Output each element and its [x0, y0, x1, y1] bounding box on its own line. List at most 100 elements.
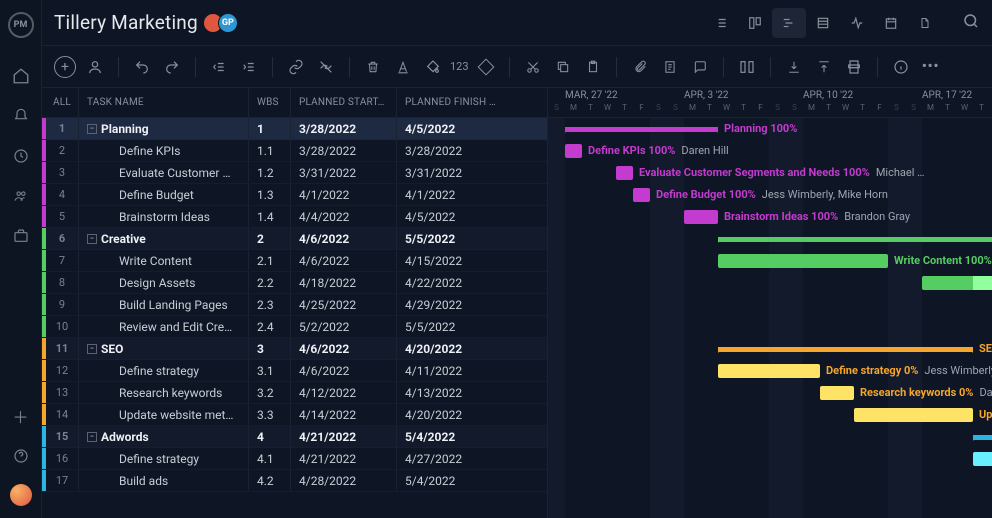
- task-row[interactable]: 9Build Landing Pages2.34/25/20224/29/202…: [42, 294, 547, 316]
- attach-icon[interactable]: [627, 54, 653, 80]
- task-row[interactable]: 4Define Budget1.34/1/20224/1/2022: [42, 184, 547, 206]
- task-row[interactable]: 11−SEO34/6/20224/20/2022: [42, 338, 547, 360]
- board-view-icon[interactable]: [738, 8, 772, 38]
- task-row[interactable]: 16Define strategy4.14/21/20224/27/2022: [42, 448, 547, 470]
- collapse-icon[interactable]: −: [87, 344, 97, 354]
- gantt-view-icon[interactable]: [772, 8, 806, 38]
- paste-icon[interactable]: [580, 54, 606, 80]
- clock-icon[interactable]: [11, 146, 31, 166]
- team-icon[interactable]: [11, 186, 31, 206]
- task-row[interactable]: 10Review and Edit Cre…2.45/2/20225/5/202…: [42, 316, 547, 338]
- task-row[interactable]: 7Write Content2.14/6/20224/15/2022: [42, 250, 547, 272]
- unlink-icon[interactable]: [313, 54, 339, 80]
- left-rail: PM ＋: [0, 0, 42, 518]
- import-icon[interactable]: [781, 54, 807, 80]
- view-switcher: [704, 8, 942, 38]
- cut-icon[interactable]: [520, 54, 546, 80]
- outdent-icon[interactable]: [206, 54, 232, 80]
- collapse-icon[interactable]: −: [87, 124, 97, 134]
- gantt-bar[interactable]: [718, 347, 973, 352]
- gantt-bar[interactable]: [684, 210, 718, 224]
- undo-icon[interactable]: [129, 54, 155, 80]
- col-header-finish[interactable]: PLANNED FINISH …: [396, 88, 547, 117]
- indent-icon[interactable]: [236, 54, 262, 80]
- gantt-bar[interactable]: [922, 276, 992, 290]
- add-icon[interactable]: ＋: [11, 406, 31, 426]
- col-header-start[interactable]: PLANNED START…: [290, 88, 396, 117]
- more-icon[interactable]: •••: [918, 54, 944, 80]
- task-name: Build ads: [119, 474, 168, 488]
- col-header-wbs[interactable]: WBS: [248, 88, 290, 117]
- gantt-bar[interactable]: [973, 435, 992, 440]
- info-icon[interactable]: [888, 54, 914, 80]
- collapse-icon[interactable]: −: [87, 432, 97, 442]
- task-row[interactable]: 17Build ads4.24/28/20225/4/2022: [42, 470, 547, 492]
- gantt-bar[interactable]: [718, 237, 992, 242]
- gantt-bar[interactable]: [633, 188, 650, 202]
- task-name: Update website met…: [119, 408, 233, 422]
- task-row[interactable]: 15−Adwords44/21/20225/4/2022: [42, 426, 547, 448]
- bell-icon[interactable]: [11, 106, 31, 126]
- gantt-bar-label: SEO 0%: [979, 342, 992, 355]
- task-name: Define Budget: [119, 188, 194, 202]
- task-row[interactable]: 6−Creative24/6/20225/5/2022: [42, 228, 547, 250]
- fill-icon[interactable]: [420, 54, 446, 80]
- gantt-bar[interactable]: [565, 127, 718, 132]
- gantt-bar-label: Define Budget 100%Jess Wimberly, Mike Ho…: [656, 188, 888, 201]
- list-view-icon[interactable]: [704, 8, 738, 38]
- gantt-bar[interactable]: [973, 452, 992, 466]
- milestone-icon[interactable]: [473, 54, 499, 80]
- link-icon[interactable]: [283, 54, 309, 80]
- task-row[interactable]: 2Define KPIs1.13/28/20223/28/2022: [42, 140, 547, 162]
- file-view-icon[interactable]: [908, 8, 942, 38]
- team-avatar[interactable]: GP: [218, 13, 238, 33]
- user-avatar[interactable]: [10, 484, 32, 506]
- redo-icon[interactable]: [159, 54, 185, 80]
- gantt-bar[interactable]: [718, 364, 820, 378]
- timeline-month-label: APR, 10 '22: [803, 90, 853, 101]
- home-icon[interactable]: [11, 66, 31, 86]
- help-icon[interactable]: [11, 446, 31, 466]
- briefcase-icon[interactable]: [11, 226, 31, 246]
- task-name: Define strategy: [119, 364, 199, 378]
- gantt-bar-label: Define KPIs 100%Daren Hill: [588, 144, 729, 157]
- task-row[interactable]: 1−Planning13/28/20224/5/2022: [42, 118, 547, 140]
- gantt-bar[interactable]: [616, 166, 633, 180]
- gantt-bar[interactable]: [718, 254, 888, 268]
- task-row[interactable]: 3Evaluate Customer …1.23/31/20223/31/202…: [42, 162, 547, 184]
- team-avatars[interactable]: GP: [208, 13, 238, 33]
- number-format-button[interactable]: 123: [450, 54, 469, 80]
- task-row[interactable]: 14Update website met…3.34/14/20224/20/20…: [42, 404, 547, 426]
- col-header-name[interactable]: TASK NAME: [78, 88, 248, 117]
- gantt-bar[interactable]: [565, 144, 582, 158]
- sheet-view-icon[interactable]: [806, 8, 840, 38]
- task-row[interactable]: 5Brainstorm Ideas1.44/4/20224/5/2022: [42, 206, 547, 228]
- search-icon[interactable]: [962, 12, 980, 34]
- gantt-chart[interactable]: MAR, 27 '22APR, 3 '22APR, 10 '22APR, 17 …: [548, 88, 992, 518]
- add-task-button[interactable]: +: [52, 54, 78, 80]
- calendar-view-icon[interactable]: [874, 8, 908, 38]
- task-row[interactable]: 12Define strategy3.14/6/20224/11/2022: [42, 360, 547, 382]
- task-row[interactable]: 13Research keywords3.24/12/20224/13/2022: [42, 382, 547, 404]
- print-icon[interactable]: [841, 54, 867, 80]
- app-logo[interactable]: PM: [8, 12, 34, 38]
- export-icon[interactable]: [811, 54, 837, 80]
- gantt-bar-label: Update: [979, 408, 992, 421]
- add-user-button[interactable]: [82, 54, 108, 80]
- note-icon[interactable]: [657, 54, 683, 80]
- gantt-bar[interactable]: [820, 386, 854, 400]
- col-header-all[interactable]: ALL: [46, 88, 78, 117]
- activity-icon[interactable]: [840, 8, 874, 38]
- comment-icon[interactable]: [687, 54, 713, 80]
- task-grid: ALL TASK NAME WBS PLANNED START… PLANNED…: [42, 88, 548, 518]
- gantt-bar-label: Planning 100%: [724, 122, 797, 135]
- gantt-bar-label: Research keywords 0%Dare: [860, 386, 992, 399]
- text-style-icon[interactable]: [390, 54, 416, 80]
- trash-icon[interactable]: [360, 54, 386, 80]
- task-row[interactable]: 8Design Assets2.24/18/20224/22/2022: [42, 272, 547, 294]
- task-name: Brainstorm Ideas: [119, 210, 210, 224]
- gantt-bar[interactable]: [854, 408, 973, 422]
- columns-icon[interactable]: [734, 54, 760, 80]
- collapse-icon[interactable]: −: [87, 234, 97, 244]
- copy-icon[interactable]: [550, 54, 576, 80]
